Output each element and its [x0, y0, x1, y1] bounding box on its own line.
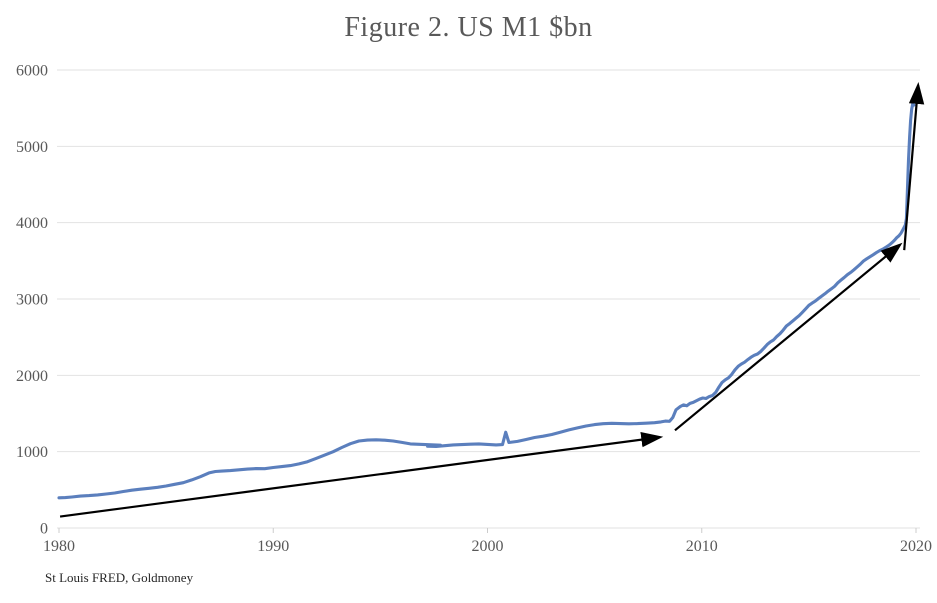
y-tick-label: 1000 [16, 444, 48, 461]
axis-labels: 0 1000 2000 3000 4000 5000 6000 1980 1990 2000 201… [16, 63, 932, 556]
y-tick-label: 2000 [16, 368, 48, 385]
y-tick-label: 0 [40, 521, 48, 538]
y-tick-label: 6000 [16, 63, 48, 80]
y-tick-label: 4000 [16, 215, 48, 232]
y-tick-label: 3000 [16, 292, 48, 309]
trend-arrow-2 [674, 242, 903, 432]
source-attribution: St Louis FRED, Goldmoney [45, 570, 194, 585]
data-series [57, 101, 916, 500]
chart-title: Figure 2. US M1 $bn [344, 12, 593, 43]
y-tick-label: 5000 [16, 139, 48, 156]
x-tick-label: 2010 [686, 538, 718, 555]
m1-series-line [57, 101, 916, 500]
x-tick-label: 2000 [472, 538, 504, 555]
trend-arrow-3 [903, 81, 925, 251]
x-tick-label: 1980 [43, 538, 75, 555]
trend-arrow-1 [59, 431, 664, 518]
x-tick-label: 1990 [257, 538, 289, 555]
trend-arrows [59, 81, 925, 518]
gridlines [57, 69, 920, 529]
x-tick-label: 2020 [900, 538, 932, 555]
